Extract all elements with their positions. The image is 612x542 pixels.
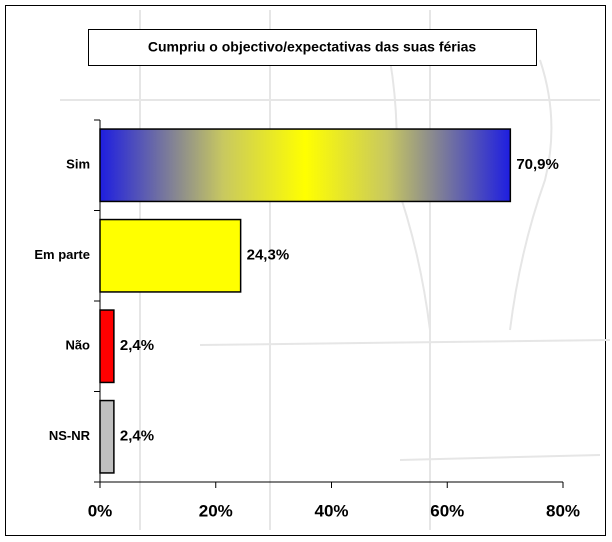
- x-tick-label: 40%: [314, 501, 348, 520]
- x-tick-label: 60%: [430, 501, 464, 520]
- bar: [99, 399, 115, 474]
- chart-title: Cumpriu o objectivo/expectativas das sua…: [148, 39, 477, 55]
- x-tick-label: 0%: [88, 501, 113, 520]
- value-label: 2,4%: [120, 337, 154, 354]
- bar: [99, 128, 512, 203]
- title-box: [88, 29, 537, 66]
- x-tick-label: 80%: [546, 501, 580, 520]
- x-tick-label: 20%: [199, 501, 233, 520]
- y-tick-label: NS-NR: [49, 428, 91, 443]
- bar: [99, 309, 115, 384]
- bar: [99, 218, 242, 293]
- value-label: 70,9%: [516, 156, 559, 173]
- y-tick-label: Em parte: [34, 247, 90, 262]
- background-drawing: [60, 10, 611, 530]
- y-tick-label: Não: [65, 338, 90, 353]
- y-tick-label: Sim: [66, 157, 90, 172]
- value-label: 24,3%: [247, 247, 290, 264]
- value-label: 2,4%: [120, 428, 154, 445]
- chart-border: [5, 5, 606, 536]
